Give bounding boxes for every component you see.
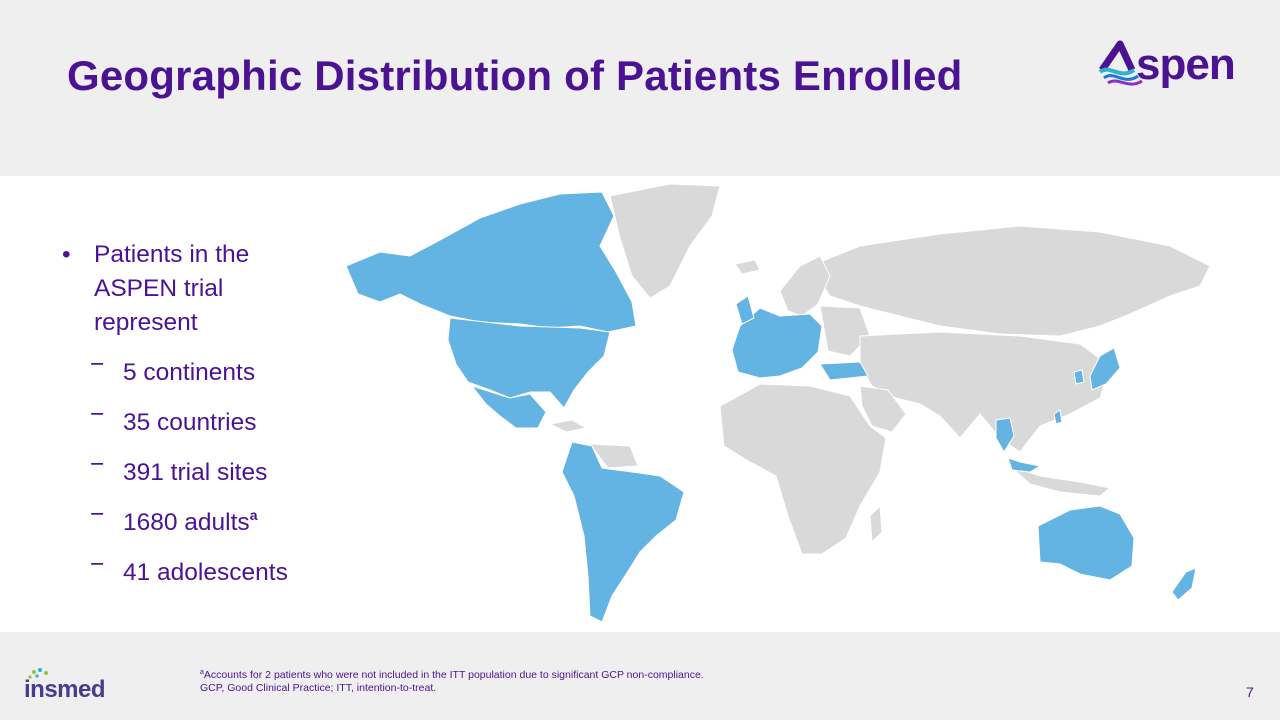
page-number: 7: [1246, 684, 1254, 700]
bullet-main: • Patients in the ASPEN trial represent: [62, 238, 332, 340]
sub-bullet: − 35 countries: [90, 401, 257, 436]
map-japan: [1089, 347, 1121, 391]
map-malaysia: [1007, 457, 1042, 473]
map-caribbean: [548, 419, 588, 433]
map-south-america: [561, 441, 685, 623]
sub-bullet-text: 1680 adults: [123, 509, 250, 536]
footer-band: [0, 632, 1280, 720]
sub-bullet: − 391 trial sites: [90, 451, 268, 486]
map-asia: [859, 331, 1111, 453]
insmed-logo-text: insmed: [24, 676, 106, 703]
aspen-logo: [1098, 40, 1143, 86]
bullet-main-text: Patients in the ASPEN trial represent: [94, 241, 250, 336]
map-new-zealand: [1171, 567, 1197, 601]
sub-bullet: − 5 continents: [90, 351, 256, 386]
map-greenland: [609, 183, 721, 299]
map-uk: [735, 295, 755, 325]
map-russia: [809, 225, 1211, 337]
map-western-europe: [731, 307, 823, 379]
map-indonesia: [1009, 465, 1112, 497]
map-scandinavia: [779, 255, 831, 317]
footnote: aAccounts for 2 patients who were not in…: [200, 669, 704, 694]
bullet-dot: •: [62, 241, 71, 268]
footnote-line-2: GCP, Good Clinical Practice; ITT, intent…: [200, 682, 437, 694]
sub-bullet: − 1680 adultsa: [90, 501, 258, 536]
aspen-logo-text: spen: [1136, 40, 1236, 89]
sub-bullet-text: 5 continents: [123, 359, 256, 386]
map-arabia: [859, 385, 907, 433]
slide-title: Geographic Distribution of Patients Enro…: [67, 52, 963, 99]
map-australia: [1037, 505, 1135, 581]
sub-bullet-text: 41 adolescents: [123, 559, 288, 586]
map-thailand: [995, 417, 1015, 453]
map-taiwan: [1053, 409, 1063, 425]
sub-bullet: − 41 adolescents: [90, 551, 288, 586]
world-map: [345, 183, 1211, 623]
map-south-korea: [1073, 369, 1085, 385]
bullet-list: • Patients in the ASPEN trial represent …: [62, 238, 332, 590]
map-mexico: [470, 385, 547, 429]
sub-bullet-text: 35 countries: [123, 409, 257, 436]
sub-bullet-text: 391 trial sites: [123, 459, 268, 486]
map-usa: [447, 317, 611, 409]
map-canada: [345, 191, 637, 333]
map-iceland: [734, 259, 761, 275]
map-madagascar: [869, 504, 883, 544]
map-venezuela: [588, 443, 639, 469]
insmed-logo: [28, 668, 48, 679]
footnote-line-1: Accounts for 2 patients who were not inc…: [203, 669, 704, 681]
header-band: [0, 0, 1280, 176]
map-turkey: [819, 361, 869, 381]
map-africa: [719, 383, 887, 555]
